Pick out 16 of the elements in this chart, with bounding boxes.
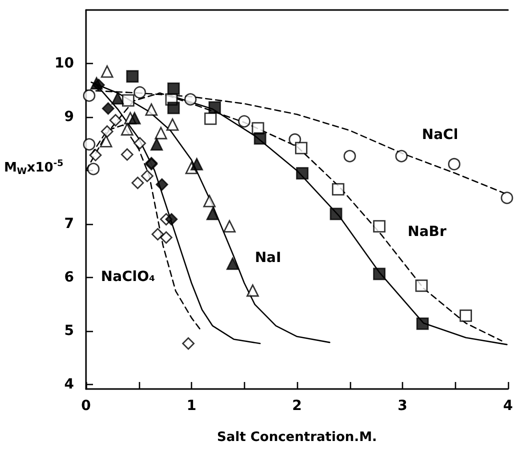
- annotation: NaI: [254, 250, 282, 266]
- x-axis-title: Salt Concentration.M.: [217, 430, 377, 445]
- y-tick-label: 5: [64, 323, 74, 340]
- annotation: NaCl: [422, 127, 458, 143]
- x-tick-label: 3: [398, 398, 408, 414]
- annotation: NaClO₄: [100, 269, 156, 285]
- x-tick-label: 0: [81, 398, 92, 414]
- y-tick-label: 10: [54, 56, 74, 72]
- annotation: NaBr: [408, 224, 446, 240]
- x-tick-label: 1: [186, 398, 196, 414]
- y-tick-label: 9: [64, 109, 74, 126]
- y-tick-label: 4: [64, 376, 74, 393]
- y-tick-label: 7: [64, 216, 74, 232]
- x-tick-label: 4: [503, 398, 514, 414]
- y-tick-label: 6: [64, 270, 74, 286]
- x-tick-label: 2: [292, 398, 302, 414]
